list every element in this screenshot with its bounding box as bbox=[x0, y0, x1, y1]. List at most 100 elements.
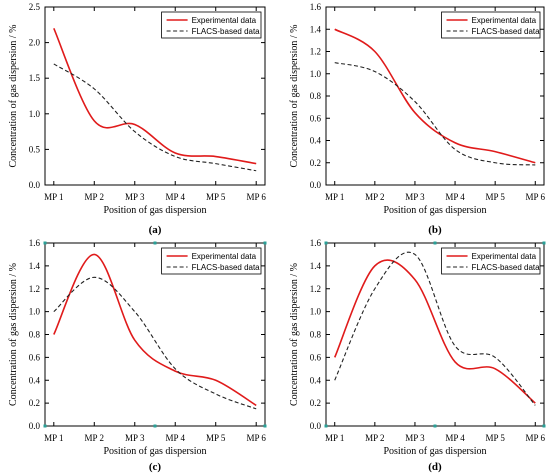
x-tick-label: MP 5 bbox=[485, 192, 505, 202]
selection-handle bbox=[433, 241, 437, 245]
x-axis-title: Position of gas dispersion bbox=[383, 446, 486, 457]
y-tick-label: 0.8 bbox=[310, 91, 322, 101]
y-tick-label: 0.6 bbox=[310, 113, 322, 123]
x-tick-label: MP 4 bbox=[166, 192, 186, 202]
y-axis-title: Concentration of gas dispersion / % bbox=[8, 263, 19, 406]
y-tick-label: 1.0 bbox=[29, 109, 41, 119]
legend: Experimental data FLACS-based data bbox=[161, 247, 262, 275]
legend: Experimental data FLACS-based data bbox=[441, 247, 541, 275]
selection-handle bbox=[542, 424, 546, 428]
y-tick-label: 1.4 bbox=[29, 261, 41, 271]
flacs-series-line bbox=[334, 251, 536, 406]
experimental-series-line bbox=[333, 259, 536, 404]
legend-entry-label: FLACS-based data bbox=[472, 27, 541, 36]
y-tick-label: 0.8 bbox=[29, 330, 41, 340]
y-tick-label: 1.6 bbox=[29, 238, 41, 248]
y-tick-label: 2.5 bbox=[29, 2, 41, 12]
chart-panel-2: 0.0 0.2 0.4 0.6 0.8 1.0 1.2 1.4 1.6 MP 1 MP 2 MP 3 M… bbox=[289, 2, 545, 236]
x-tick-label: MP 6 bbox=[526, 433, 546, 443]
chart-panel-4: 0.0 0.2 0.4 0.6 0.8 1.0 1.2 1.4 1.6 MP 1 MP 2 MP 3 M… bbox=[289, 238, 546, 473]
y-tick-label: 0.0 bbox=[310, 421, 322, 431]
x-tick-label: MP 4 bbox=[166, 433, 186, 443]
x-tick-label: MP 6 bbox=[246, 433, 266, 443]
selection-handle bbox=[542, 241, 546, 245]
x-tick-label: MP 1 bbox=[44, 192, 63, 202]
x-tick-label: MP 3 bbox=[125, 192, 145, 202]
y-tick-label: 1.6 bbox=[310, 2, 322, 12]
panel-label: (c) bbox=[149, 461, 162, 473]
legend: Experimental data FLACS-based data bbox=[441, 11, 541, 39]
x-tick-label: MP 1 bbox=[325, 433, 344, 443]
x-tick-label: MP 1 bbox=[325, 192, 344, 202]
x-tick-label: MP 5 bbox=[206, 192, 226, 202]
y-tick-label: 1.0 bbox=[310, 307, 322, 317]
y-tick-label: 0.5 bbox=[29, 144, 41, 154]
x-axis-title: Position of gas dispersion bbox=[103, 446, 206, 457]
x-tick-label: MP 6 bbox=[246, 192, 266, 202]
legend: Experimental data FLACS-based data bbox=[161, 11, 262, 39]
legend-entry-label: Experimental data bbox=[472, 16, 537, 25]
selection-handle bbox=[433, 424, 437, 428]
panel-label: (d) bbox=[428, 461, 442, 473]
y-tick-label: 0.2 bbox=[29, 398, 40, 408]
selection-handle bbox=[43, 241, 47, 245]
selection-handle bbox=[263, 424, 267, 428]
experimental-series-line bbox=[53, 28, 257, 165]
y-tick-label: 1.5 bbox=[29, 73, 41, 83]
legend-box bbox=[161, 247, 262, 275]
y-tick-label: 0.0 bbox=[29, 180, 41, 190]
x-axis-title: Position of gas dispersion bbox=[383, 205, 486, 216]
flacs-series-line bbox=[53, 276, 257, 410]
selection-handle bbox=[324, 424, 328, 428]
legend-entry-label: Experimental data bbox=[192, 16, 257, 25]
flacs-series-line bbox=[334, 62, 536, 166]
y-tick-label: 0.6 bbox=[310, 352, 322, 362]
x-tick-label: MP 1 bbox=[44, 433, 63, 443]
y-axis-title: Concentration of gas dispersion / % bbox=[289, 263, 300, 406]
x-tick-label: MP 6 bbox=[526, 192, 546, 202]
x-tick-label: MP 2 bbox=[365, 433, 384, 443]
chart-panel-1: 0.0 0.5 1.0 1.5 2.0 2.5 MP 1 MP 2 MP 3 MP 4 MP 5 MP… bbox=[8, 2, 266, 236]
x-tick-label: MP 4 bbox=[445, 433, 465, 443]
y-tick-label: 0.6 bbox=[29, 352, 41, 362]
y-axis-title: Concentration of gas dispersion / % bbox=[289, 24, 300, 167]
legend-entry-label: FLACS-based data bbox=[472, 263, 541, 272]
y-tick-label: 1.6 bbox=[310, 238, 322, 248]
selection-handle bbox=[324, 241, 328, 245]
x-tick-label: MP 2 bbox=[85, 192, 104, 202]
legend-entry-label: Experimental data bbox=[472, 252, 537, 261]
selection-handle bbox=[153, 424, 157, 428]
experimental-series-line bbox=[334, 28, 536, 164]
x-tick-label: MP 5 bbox=[206, 433, 226, 443]
chart-panel-3: 0.0 0.2 0.4 0.6 0.8 1.0 1.2 1.4 1.6 MP 1 MP 2 MP 3 M… bbox=[8, 238, 267, 473]
legend-box bbox=[441, 247, 541, 275]
y-tick-label: 1.2 bbox=[310, 284, 321, 294]
selection-handle bbox=[263, 241, 267, 245]
flacs-series-line bbox=[53, 63, 257, 172]
y-tick-label: 0.0 bbox=[310, 180, 322, 190]
x-tick-label: MP 4 bbox=[445, 192, 465, 202]
x-tick-label: MP 3 bbox=[405, 433, 425, 443]
y-axis-title: Concentration of gas dispersion / % bbox=[8, 24, 19, 167]
x-axis-title: Position of gas dispersion bbox=[103, 205, 206, 216]
y-tick-label: 0.4 bbox=[310, 136, 322, 146]
experimental-series-line bbox=[53, 253, 257, 407]
y-tick-label: 0.0 bbox=[29, 421, 41, 431]
x-tick-label: MP 3 bbox=[125, 433, 145, 443]
x-tick-label: MP 3 bbox=[405, 192, 425, 202]
y-tick-label: 1.4 bbox=[310, 24, 322, 34]
y-tick-label: 0.4 bbox=[310, 375, 322, 385]
legend-box bbox=[441, 11, 541, 39]
legend-entry-label: FLACS-based data bbox=[192, 263, 261, 272]
y-tick-label: 1.2 bbox=[29, 284, 40, 294]
y-tick-label: 0.2 bbox=[310, 398, 321, 408]
x-tick-label: MP 2 bbox=[365, 192, 384, 202]
y-tick-label: 0.2 bbox=[310, 158, 321, 168]
y-tick-label: 0.8 bbox=[310, 330, 322, 340]
y-tick-label: 1.2 bbox=[310, 47, 321, 57]
legend-entry-label: FLACS-based data bbox=[192, 27, 261, 36]
y-tick-label: 1.4 bbox=[310, 261, 322, 271]
y-tick-label: 1.0 bbox=[29, 307, 41, 317]
selection-handle bbox=[153, 241, 157, 245]
